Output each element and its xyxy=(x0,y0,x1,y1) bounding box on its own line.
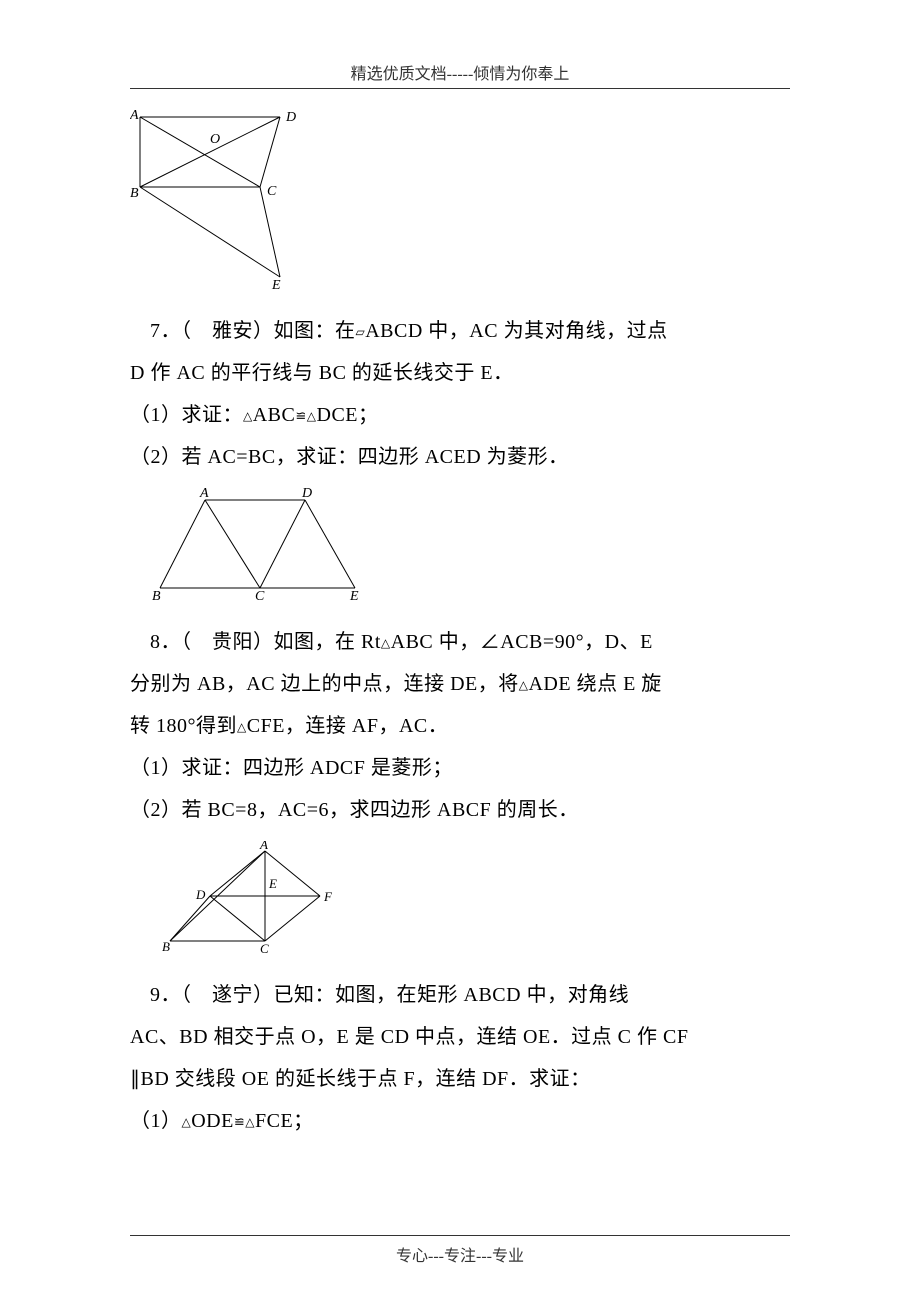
problem-9-line2: AC、BD 相交于点 O，E 是 CD 中点，连结 OE．过点 C 作 CF xyxy=(130,1016,790,1058)
problem-7-line2: D 作 AC 的平行线与 BC 的延长线交于 E． xyxy=(130,352,790,394)
figure-problem-6: A D B C E O xyxy=(130,107,790,292)
header-divider xyxy=(130,88,790,89)
p7-text-b: ABCD 中，AC 为其对角线，过点 xyxy=(365,320,667,342)
p7-text-a: 如图：在 xyxy=(274,320,356,342)
header-text: 精选优质文档-----倾情为你奉上 xyxy=(351,66,570,83)
footer-text: 专心---专注---专业 xyxy=(396,1248,524,1265)
p8-line3-b: CFE，连接 AF，AC． xyxy=(247,715,449,737)
p7-number: 7． xyxy=(150,320,181,342)
p9-line2: AC、BD 相交于点 O，E 是 CD 中点，连结 OE．过点 C 作 CF xyxy=(130,1026,688,1048)
problem-7-sub1: （1）求证：△ABC≌△DCE； xyxy=(130,394,790,436)
svg-text:A: A xyxy=(259,841,268,852)
p8-text-a: 如图，在 Rt xyxy=(274,631,381,653)
problem-7-sub2: （2）若 AC=BC，求证：四边形 ACED 为菱形． xyxy=(130,436,790,478)
triangle-icon: △ xyxy=(381,636,391,650)
problem-7: 7．（ 雅安）如图：在▱ABCD 中，AC 为其对角线，过点 xyxy=(130,310,790,352)
p8-sub1: （1）求证：四边形 ADCF 是菱形； xyxy=(130,757,453,779)
svg-text:A: A xyxy=(199,488,209,501)
svg-text:E: E xyxy=(268,876,277,891)
svg-text:O: O xyxy=(210,132,220,147)
p7-line2: D 作 AC 的平行线与 BC 的延长线交于 E． xyxy=(130,362,514,384)
svg-text:A: A xyxy=(130,108,139,123)
p9-sub1-b: ODE xyxy=(191,1110,234,1132)
p9-number: 9． xyxy=(150,984,181,1006)
figure-problem-8: A D E F B C xyxy=(160,841,790,956)
p7-sub2: （2）若 AC=BC，求证：四边形 ACED 为菱形． xyxy=(130,446,569,468)
svg-text:B: B xyxy=(152,589,161,603)
footer-divider xyxy=(130,1235,790,1236)
p9-line3: ∥BD 交线段 OE 的延长线于点 F，连结 DF．求证： xyxy=(130,1068,591,1090)
p8-number: 8． xyxy=(150,631,181,653)
geometry-diagram-1: A D B C E O xyxy=(130,107,310,292)
p8-line2-b: ADE 绕点 E 旋 xyxy=(528,673,661,695)
svg-text:B: B xyxy=(162,939,170,954)
svg-text:C: C xyxy=(267,184,277,199)
svg-text:E: E xyxy=(271,278,281,292)
triangle-icon: △ xyxy=(307,409,317,423)
geometry-diagram-2: A D B C E xyxy=(150,488,370,603)
svg-text:E: E xyxy=(349,589,359,603)
svg-text:C: C xyxy=(255,589,265,603)
figure-problem-7: A D B C E xyxy=(150,488,790,603)
geometry-diagram-3: A D E F B C xyxy=(160,841,345,956)
triangle-icon: △ xyxy=(519,678,529,692)
p9-text-a: 已知：如图，在矩形 ABCD 中，对角线 xyxy=(274,984,630,1006)
problem-9-line3: ∥BD 交线段 OE 的延长线于点 F，连结 DF．求证： xyxy=(130,1058,790,1100)
problem-9: 9．（ 遂宁）已知：如图，在矩形 ABCD 中，对角线 xyxy=(130,974,790,1016)
svg-text:D: D xyxy=(195,887,206,902)
triangle-icon: △ xyxy=(243,409,253,423)
p8-line2-a: 分别为 AB，AC 边上的中点，连接 DE，将 xyxy=(130,673,519,695)
p9-sub1-a: （1） xyxy=(130,1110,182,1132)
p9-source: （ 遂宁） xyxy=(181,984,274,1006)
triangle-icon: △ xyxy=(237,720,247,734)
triangle-icon: △ xyxy=(182,1115,192,1129)
p8-text-b: ABC 中，∠ACB=90°，D、E xyxy=(391,631,653,653)
p7-sub1-a: （1）求证： xyxy=(130,404,243,426)
problem-8-sub2: （2）若 BC=8，AC=6，求四边形 ABCF 的周长． xyxy=(130,789,790,831)
problem-8-line2: 分别为 AB，AC 边上的中点，连接 DE，将△ADE 绕点 E 旋 xyxy=(130,663,790,705)
svg-text:C: C xyxy=(260,941,269,956)
document-page: 精选优质文档-----倾情为你奉上 A D B C E O xyxy=(0,0,920,1182)
page-header: 精选优质文档-----倾情为你奉上 xyxy=(130,60,790,84)
svg-text:D: D xyxy=(301,488,312,501)
p9-sub1-c: FCE； xyxy=(255,1110,314,1132)
triangle-icon: △ xyxy=(245,1115,255,1129)
problem-8-line3: 转 180°得到△CFE，连接 AF，AC． xyxy=(130,705,790,747)
p7-sub1-b: ABC xyxy=(253,404,296,426)
problem-9-sub1: （1）△ODE≌△FCE； xyxy=(130,1100,790,1142)
congruent-icon: ≌ xyxy=(234,1114,245,1129)
svg-text:F: F xyxy=(323,889,333,904)
p7-sub1-c: DCE； xyxy=(317,404,379,426)
parallelogram-symbol: ▱ xyxy=(356,325,366,339)
page-footer: 专心---专注---专业 xyxy=(0,1235,920,1266)
p7-source: （ 雅安） xyxy=(181,320,274,342)
p8-source: （ 贵阳） xyxy=(181,631,274,653)
congruent-icon: ≌ xyxy=(295,408,306,423)
problem-8-sub1: （1）求证：四边形 ADCF 是菱形； xyxy=(130,747,790,789)
p8-line3-a: 转 180°得到 xyxy=(130,715,237,737)
svg-text:B: B xyxy=(130,186,139,201)
p8-sub2: （2）若 BC=8，AC=6，求四边形 ABCF 的周长． xyxy=(130,799,579,821)
problem-8: 8．（ 贵阳）如图，在 Rt△ABC 中，∠ACB=90°，D、E xyxy=(130,621,790,663)
svg-text:D: D xyxy=(285,110,296,125)
